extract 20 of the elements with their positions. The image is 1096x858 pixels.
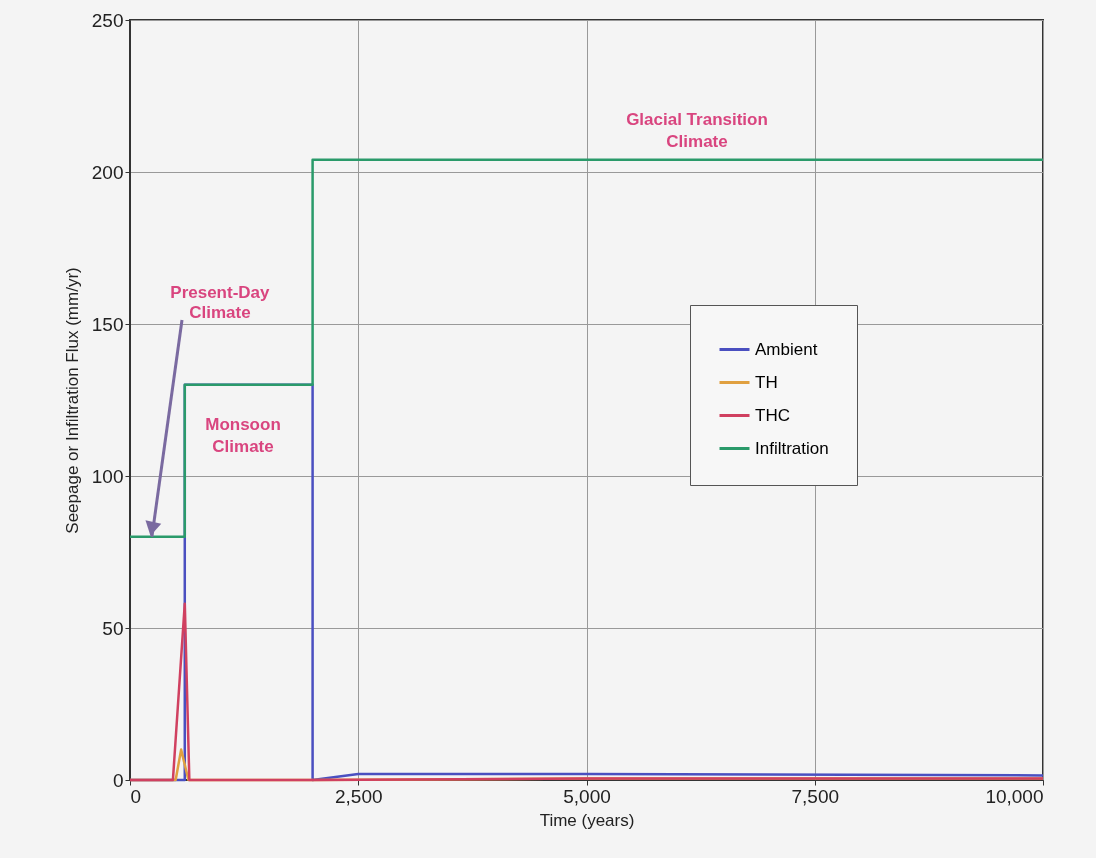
x-tick-label: 10,000 — [985, 785, 1044, 807]
y-tick-label: 0 — [112, 769, 124, 791]
annotation: Monsoon Climate — [205, 415, 281, 456]
x-tick-label: 5,000 — [563, 785, 611, 807]
y-tick-label: 200 — [91, 161, 124, 183]
legend-label: TH — [755, 372, 778, 392]
annotation: Present-Day Climate — [170, 282, 271, 322]
x-tick-label: 0 — [130, 785, 142, 807]
y-tick-label: 150 — [91, 313, 124, 335]
y-tick-label: 100 — [91, 465, 124, 487]
y-tick-label: 50 — [102, 617, 124, 639]
y-tick-label: 250 — [91, 9, 124, 31]
x-axis-title: Time (years) — [539, 810, 635, 830]
x-tick-label: 2,500 — [334, 785, 383, 807]
y-axis-title: Seepage or Infiltration Flux (mm/yr) — [62, 267, 82, 534]
legend-label: Ambient — [755, 339, 818, 359]
legend-label: THC — [755, 405, 790, 425]
x-tick-label: 7,500 — [791, 785, 840, 807]
annotation: Glacial Transition Climate — [626, 110, 768, 151]
legend-label: Infiltration — [755, 438, 829, 458]
